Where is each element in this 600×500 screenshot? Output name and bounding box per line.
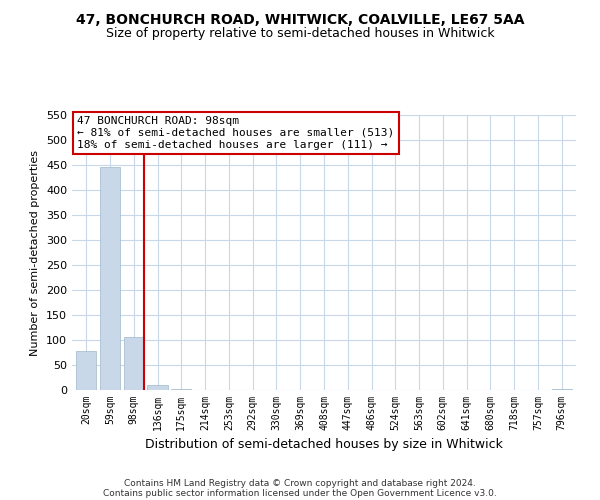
Text: Contains public sector information licensed under the Open Government Licence v3: Contains public sector information licen… — [103, 488, 497, 498]
Bar — [100, 166, 120, 390]
Bar — [171, 389, 191, 390]
Bar — [124, 337, 144, 390]
Bar — [148, 385, 167, 390]
Bar — [76, 351, 97, 390]
Text: 47, BONCHURCH ROAD, WHITWICK, COALVILLE, LE67 5AA: 47, BONCHURCH ROAD, WHITWICK, COALVILLE,… — [76, 12, 524, 26]
Y-axis label: Number of semi-detached properties: Number of semi-detached properties — [31, 150, 40, 356]
Text: Size of property relative to semi-detached houses in Whitwick: Size of property relative to semi-detach… — [106, 28, 494, 40]
Text: Contains HM Land Registry data © Crown copyright and database right 2024.: Contains HM Land Registry data © Crown c… — [124, 478, 476, 488]
X-axis label: Distribution of semi-detached houses by size in Whitwick: Distribution of semi-detached houses by … — [145, 438, 503, 452]
Bar — [551, 389, 572, 390]
Text: 47 BONCHURCH ROAD: 98sqm
← 81% of semi-detached houses are smaller (513)
18% of : 47 BONCHURCH ROAD: 98sqm ← 81% of semi-d… — [77, 116, 394, 150]
